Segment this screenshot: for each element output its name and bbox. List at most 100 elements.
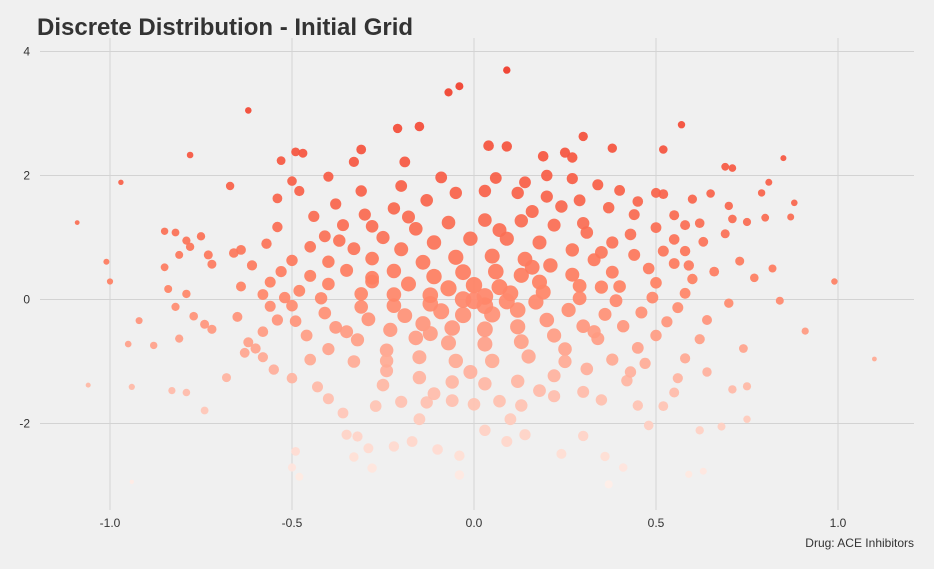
- scatter-point: [573, 194, 586, 207]
- scatter-point: [485, 353, 500, 369]
- scatter-point: [595, 394, 608, 406]
- scatter-point: [291, 447, 300, 456]
- scatter-point: [171, 302, 180, 311]
- scatter-point: [679, 245, 691, 257]
- scatter-point: [454, 450, 465, 461]
- scatter-point: [349, 452, 359, 462]
- scatter-point: [606, 353, 619, 366]
- scatter-point: [724, 298, 734, 308]
- scatter-point: [672, 302, 684, 314]
- scatter-point: [300, 329, 313, 342]
- scatter-point: [420, 194, 434, 207]
- scatter-point: [493, 394, 506, 408]
- y-tick-label: 0: [23, 293, 30, 307]
- scatter-point: [484, 248, 500, 264]
- scatter-point: [337, 407, 349, 419]
- scatter-point: [465, 292, 483, 310]
- scatter-point: [168, 387, 176, 395]
- scatter-point: [541, 169, 553, 182]
- scatter-point: [257, 352, 268, 363]
- scatter-point: [354, 300, 369, 314]
- scatter-point: [203, 250, 213, 260]
- scatter-point: [287, 176, 297, 186]
- scatter-point: [380, 364, 394, 378]
- scatter-point: [489, 172, 502, 184]
- scatter-point: [632, 196, 644, 207]
- scatter-point: [264, 276, 276, 288]
- scatter-point: [669, 210, 680, 221]
- scatter-point: [369, 400, 382, 412]
- scatter-point: [566, 173, 578, 185]
- scatter-point: [272, 193, 283, 204]
- scatter-point: [150, 341, 158, 350]
- scatter-point: [578, 131, 588, 142]
- scatter-point: [367, 463, 377, 473]
- scatter-point: [189, 311, 198, 321]
- x-tick-label: 0.0: [466, 516, 483, 530]
- scatter-point: [386, 263, 402, 279]
- scatter-point: [322, 277, 335, 291]
- scatter-point: [196, 232, 206, 241]
- scatter-point: [605, 265, 619, 279]
- scatter-point: [478, 213, 492, 227]
- scatter-point: [182, 236, 191, 245]
- y-tick-label: 2: [23, 169, 30, 183]
- scatter-point: [409, 222, 423, 236]
- scatter-point: [422, 326, 438, 342]
- scatter-point: [576, 319, 590, 334]
- scatter-point: [720, 229, 730, 239]
- scatter-point: [279, 291, 291, 304]
- scatter-point: [519, 429, 531, 441]
- scatter-point: [394, 242, 409, 257]
- scatter-point: [426, 235, 442, 250]
- scatter-point: [323, 171, 334, 182]
- scatter-point: [365, 251, 379, 266]
- scatter-point: [435, 171, 448, 184]
- scatter-point: [598, 307, 612, 321]
- scatter-point: [276, 156, 286, 166]
- scatter-point: [455, 306, 472, 324]
- scatter-point: [513, 334, 529, 350]
- scatter-point: [742, 217, 752, 227]
- scatter-point: [511, 186, 524, 200]
- scatter-point: [743, 415, 751, 423]
- scatter-point: [182, 388, 191, 397]
- scatter-point: [449, 186, 462, 200]
- scatter-point: [728, 164, 737, 172]
- scatter-point: [175, 250, 184, 259]
- scatter-point: [85, 382, 91, 388]
- scatter-point: [441, 215, 456, 230]
- scatter-point: [413, 413, 426, 426]
- scatter-point: [314, 292, 328, 305]
- scatter-point: [642, 262, 655, 275]
- scatter-point: [358, 208, 371, 221]
- scatter-point: [272, 221, 283, 233]
- scatter-point: [628, 209, 640, 221]
- scatter-point: [478, 184, 492, 198]
- scatter-point: [185, 242, 195, 251]
- scatter-point: [322, 255, 335, 268]
- scatter-point: [672, 373, 683, 384]
- scatter-point: [694, 334, 705, 345]
- scatter-point: [420, 396, 433, 409]
- scatter-point: [245, 107, 252, 114]
- scatter-point: [412, 350, 427, 365]
- scatter-point: [337, 219, 349, 232]
- scatter-point: [229, 248, 239, 258]
- x-tick-label: -0.5: [282, 516, 303, 530]
- scatter-point: [775, 296, 784, 305]
- scatter-point: [207, 259, 217, 269]
- scatter-point: [547, 218, 561, 232]
- scatter-point: [363, 443, 374, 454]
- scatter-point: [548, 390, 561, 403]
- scatter-point: [728, 214, 737, 224]
- scatter-point: [742, 382, 752, 391]
- scatter-point: [294, 185, 305, 197]
- scatter-point: [200, 406, 209, 415]
- scatter-point: [680, 353, 691, 364]
- scatter-point: [639, 357, 651, 369]
- scatter-point: [735, 256, 745, 266]
- scatter-point: [415, 254, 431, 270]
- scatter-point: [532, 235, 547, 250]
- scatter-point: [668, 234, 680, 245]
